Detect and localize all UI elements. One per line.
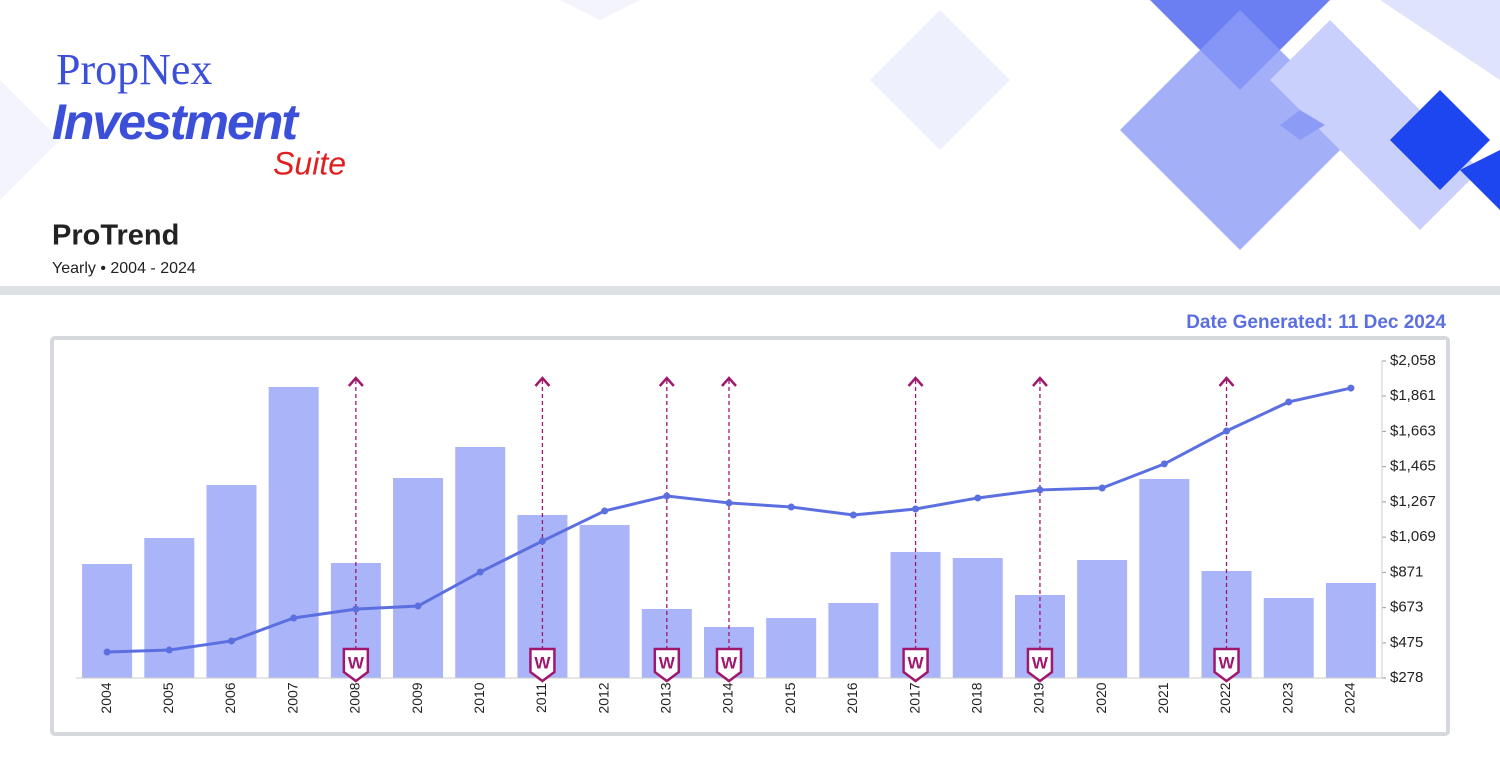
line-point (1098, 484, 1106, 492)
marker-badge (1213, 647, 1240, 683)
x-tick-label: 2015 (782, 682, 798, 713)
divider (0, 286, 1500, 295)
x-tick-label: 2004 (98, 682, 114, 713)
background-decoration (0, 0, 1500, 250)
marker-caret (1218, 376, 1235, 387)
y-tick-label: $1,663 (1390, 422, 1436, 439)
marker-caret (347, 376, 364, 387)
x-tick-label: 2013 (658, 682, 674, 713)
page-title: ProTrend (52, 220, 179, 252)
line-point (725, 499, 733, 507)
line-point (476, 568, 484, 576)
x-tick-label: 2019 (1031, 682, 1047, 713)
line-point (849, 511, 857, 519)
x-tick-label: 2006 (222, 682, 238, 713)
bar (766, 618, 817, 678)
bar (1139, 479, 1190, 678)
line-point (601, 507, 609, 515)
marker-badge (529, 647, 556, 683)
marker-caret (907, 376, 924, 387)
line-point (974, 494, 982, 502)
product: Investment (52, 94, 300, 150)
marker-label: W (534, 653, 551, 672)
y-tick-label: $1,465 (1390, 458, 1436, 475)
line-point (663, 492, 671, 500)
line-point (1036, 486, 1044, 494)
bar (268, 387, 319, 678)
bar (1325, 583, 1376, 678)
x-tick-label: 2008 (347, 682, 363, 713)
marker-caret (658, 376, 675, 387)
x-tick-label: 2024 (1342, 682, 1358, 713)
x-tick-label: 2012 (595, 682, 611, 713)
marker-badge (715, 647, 743, 683)
y-tick-label: $1,069 (1390, 528, 1436, 545)
line-point (352, 605, 360, 613)
page-subtitle: Yearly • 2004 - 2024 (52, 260, 196, 277)
x-tick-label: 2009 (409, 682, 425, 713)
x-tick-label: 2022 (1217, 682, 1233, 713)
bar (144, 538, 195, 678)
brand: PropNex (56, 45, 212, 94)
marker-label: W (659, 653, 676, 672)
marker-label: W (348, 653, 365, 672)
x-tick-label: 2014 (720, 682, 736, 713)
x-tick-label: 2017 (906, 682, 922, 713)
plot: $278 $475 $673 $871 $1,069 $1,267 $1,465 $1,663… (76, 352, 1436, 714)
line-point (912, 505, 920, 513)
x-tick-label: 2011 (533, 683, 549, 713)
bar (82, 564, 133, 678)
marker-badge (653, 647, 681, 683)
product-sub: Suite (273, 145, 346, 181)
line-point (165, 646, 173, 654)
date-generated: Date Generated: 11 Dec 2024 (1186, 312, 1446, 333)
marker-caret (1032, 376, 1048, 387)
marker-label: W (721, 653, 738, 672)
bar (1077, 560, 1128, 678)
bar (393, 478, 444, 678)
marker-caret (721, 376, 737, 387)
line-point (1347, 384, 1355, 392)
y-tick-label: $871 (1390, 563, 1423, 580)
marker-label: W (908, 653, 925, 672)
line-point (290, 614, 298, 622)
bar (579, 525, 630, 678)
x-tick-label: 2023 (1279, 682, 1295, 713)
x-tick-label: 2020 (1093, 682, 1109, 713)
line-point (103, 648, 111, 656)
marker-badge (902, 647, 929, 683)
x-tick-label: 2016 (844, 682, 860, 713)
marker-badge (1026, 647, 1054, 683)
x-tick-label: 2021 (1155, 682, 1171, 713)
x-tick-label: 2007 (284, 682, 300, 713)
y-tick-label: $1,267 (1390, 493, 1436, 510)
bar (828, 603, 879, 678)
bar (1263, 598, 1314, 678)
line-point (1160, 460, 1168, 468)
line-point (538, 537, 546, 545)
y-tick-label: $673 (1390, 599, 1423, 616)
x-tick-label: 2010 (471, 682, 487, 713)
line-point (414, 602, 422, 610)
chart-frame (50, 336, 1450, 736)
x-tick-label: 2005 (160, 682, 176, 713)
bar (206, 485, 257, 678)
line-point (787, 503, 795, 511)
y-tick-label: $278 (1390, 669, 1423, 686)
y-tick-label: $2,058 (1390, 352, 1436, 369)
marker-label: W (1219, 653, 1236, 672)
line-point (1285, 398, 1293, 406)
x-tick-label: 2018 (968, 682, 984, 713)
y-tick-label: $475 (1390, 634, 1423, 651)
marker-caret (534, 376, 551, 387)
line-point (1223, 427, 1231, 435)
bar (952, 558, 1003, 678)
line-point (227, 637, 235, 645)
marker-badge (342, 647, 370, 683)
y-tick-label: $1,861 (1390, 387, 1436, 404)
marker-label: W (1032, 653, 1049, 672)
